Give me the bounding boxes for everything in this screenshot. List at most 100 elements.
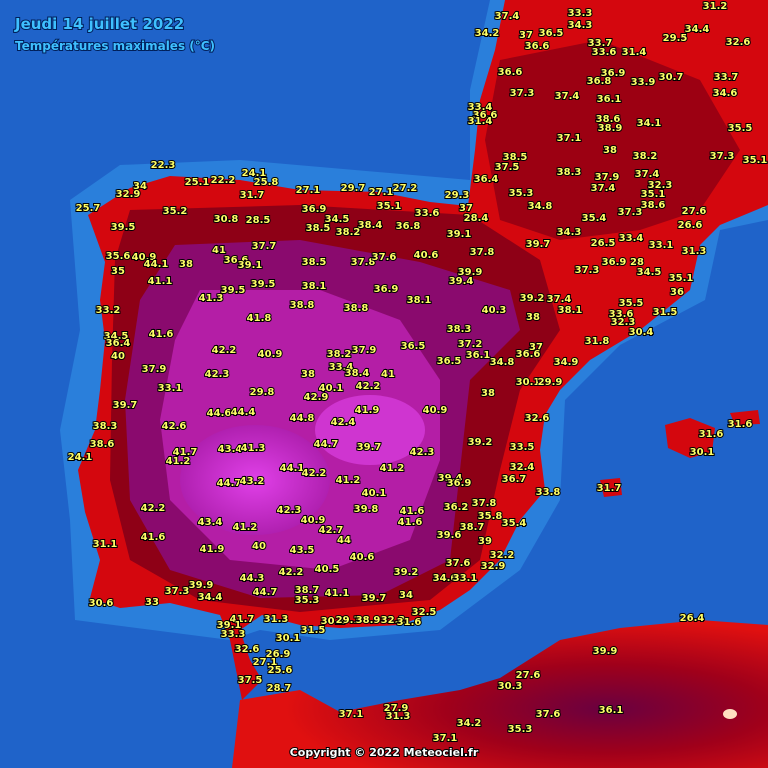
station-temperature: 37.6	[536, 709, 561, 720]
station-temperature: 33.1	[649, 240, 674, 251]
station-temperature: 36	[670, 287, 684, 298]
station-temperature: 42.3	[277, 505, 302, 516]
station-temperature: 41	[381, 369, 395, 380]
station-temperature: 30.1	[276, 633, 301, 644]
station-temperature: 31.5	[653, 307, 678, 318]
station-temperature: 32.6	[525, 413, 550, 424]
station-temperature: 44	[337, 535, 351, 546]
station-temperature: 33.1	[158, 383, 183, 394]
station-temperature: 31.5	[301, 625, 326, 636]
station-temperature: 38.8	[344, 303, 369, 314]
station-temperature: 43.5	[290, 545, 315, 556]
station-temperature: 42.3	[410, 447, 435, 458]
station-temperature: 33.7	[588, 38, 613, 49]
station-temperature: 29.7	[341, 183, 366, 194]
station-temperature: 41.2	[336, 475, 361, 486]
station-temperature: 38.1	[302, 281, 327, 292]
station-temperature: 37.4	[591, 183, 616, 194]
station-temperature: 38.6	[641, 200, 666, 211]
station-temperature: 38.1	[558, 305, 583, 316]
station-temperature: 36.6	[224, 255, 249, 266]
zone-43	[315, 395, 425, 465]
station-temperature: 36.9	[447, 478, 472, 489]
station-temperature: 42.2	[279, 567, 304, 578]
station-temperature: 30.2	[321, 616, 346, 627]
station-temperature: 29.8	[250, 387, 275, 398]
station-temperature: 37.3	[710, 151, 735, 162]
station-temperature: 44.3	[240, 573, 265, 584]
station-temperature: 39.9	[593, 646, 618, 657]
station-temperature: 36.4	[106, 338, 131, 349]
station-temperature: 33.4	[619, 233, 644, 244]
station-temperature: 37.6	[372, 252, 397, 263]
station-temperature: 38	[301, 369, 315, 380]
station-temperature: 44.4	[231, 407, 256, 418]
station-temperature: 32.2	[490, 550, 515, 561]
station-temperature: 26.9	[266, 649, 291, 660]
station-temperature: 25.7	[76, 203, 101, 214]
station-temperature: 41.6	[149, 329, 174, 340]
station-temperature: 34	[133, 181, 147, 192]
station-temperature: 37.4	[495, 11, 520, 22]
station-temperature: 35.4	[502, 518, 527, 529]
station-temperature: 38.9	[356, 615, 381, 626]
station-temperature: 36.2	[444, 502, 469, 513]
station-temperature: 36.6	[473, 110, 498, 121]
station-temperature: 37.3	[510, 88, 535, 99]
station-temperature: 42.9	[304, 392, 329, 403]
station-temperature: 33.9	[631, 77, 656, 88]
station-temperature: 31.6	[728, 419, 753, 430]
station-temperature: 27.9	[384, 703, 409, 714]
station-temperature: 38.8	[290, 300, 315, 311]
station-temperature: 34.6	[433, 573, 458, 584]
station-temperature: 42.2	[356, 381, 381, 392]
station-temperature: 28	[630, 257, 644, 268]
station-temperature: 38.6	[596, 114, 621, 125]
station-temperature: 33	[145, 597, 159, 608]
station-temperature: 39.9	[458, 267, 483, 278]
station-temperature: 30.7	[659, 72, 684, 83]
station-temperature: 27.6	[516, 670, 541, 681]
station-temperature: 40.5	[315, 564, 340, 575]
station-temperature: 29.9	[538, 377, 563, 388]
station-temperature: 41.1	[325, 588, 350, 599]
station-temperature: 35.2	[163, 206, 188, 217]
land-africa	[232, 620, 768, 768]
station-temperature: 27.1	[253, 657, 278, 668]
station-temperature: 31.4	[468, 116, 493, 127]
station-temperature: 39.7	[526, 239, 551, 250]
station-temperature: 24.1	[68, 452, 93, 463]
station-temperature: 32.5	[412, 607, 437, 618]
station-temperature: 36.9	[374, 284, 399, 295]
station-temperature: 44.1	[280, 463, 305, 474]
station-temperature: 35.4	[582, 213, 607, 224]
station-temperature: 38.2	[327, 349, 352, 360]
station-temperature: 28.4	[464, 213, 489, 224]
station-temperature: 36.8	[587, 76, 612, 87]
station-temperature: 41.1	[148, 276, 173, 287]
station-temperature: 39.1	[238, 260, 263, 271]
station-temperature: 37.2	[458, 339, 483, 350]
station-temperature: 40.1	[319, 383, 344, 394]
island-mallorca	[665, 418, 715, 458]
station-temperature: 37.9	[142, 364, 167, 375]
station-temperature: 34.1	[637, 118, 662, 129]
station-temperature: 28.5	[246, 215, 271, 226]
copyright: Copyright © 2022 Meteociel.fr	[290, 746, 479, 759]
island-menorca	[730, 410, 760, 425]
station-temperature: 34	[399, 590, 413, 601]
station-temperature: 37.4	[555, 91, 580, 102]
station-temperature: 36.4	[474, 174, 499, 185]
station-temperature: 25.1	[185, 177, 210, 188]
station-temperature: 41.2	[380, 463, 405, 474]
station-temperature: 31.6	[397, 617, 422, 628]
station-temperature: 36.6	[525, 41, 550, 52]
station-temperature: 39.2	[394, 567, 419, 578]
station-temperature: 33.7	[714, 72, 739, 83]
station-temperature: 32.9	[116, 189, 141, 200]
station-temperature: 36.6	[516, 349, 541, 360]
station-temperature: 39.4	[438, 473, 463, 484]
station-temperature: 40.9	[301, 515, 326, 526]
